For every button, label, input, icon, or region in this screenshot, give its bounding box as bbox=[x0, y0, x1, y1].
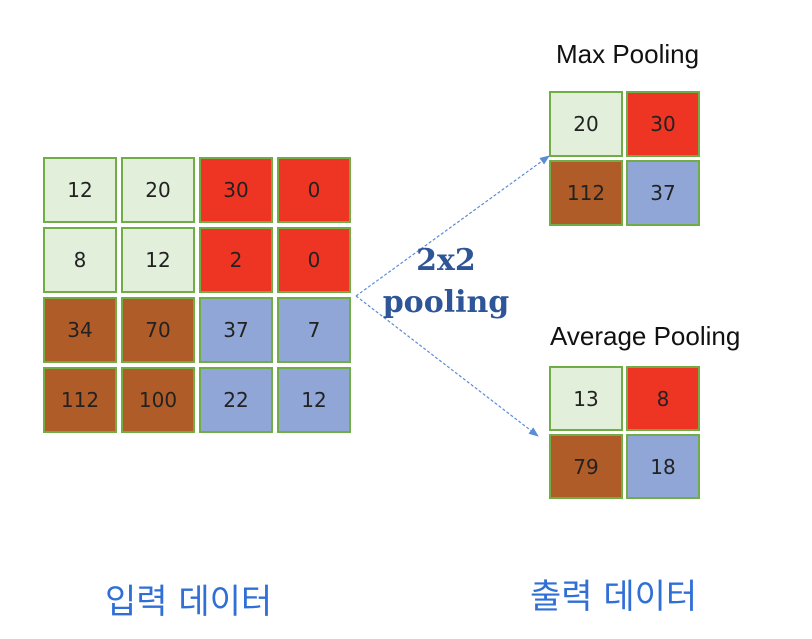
average-pooling-cell: 13 bbox=[549, 366, 623, 431]
input-matrix-cell: 112 bbox=[43, 367, 117, 433]
input-matrix-cell: 22 bbox=[199, 367, 273, 433]
max-pooling-cell: 20 bbox=[549, 91, 623, 157]
input-data-caption: 입력 데이터 bbox=[105, 582, 273, 622]
input-matrix-cell: 0 bbox=[277, 227, 351, 293]
max-pooling-cell: 30 bbox=[626, 91, 700, 157]
average-pooling-cell: 79 bbox=[549, 434, 623, 499]
input-matrix-cell: 7 bbox=[277, 297, 351, 363]
average-pooling-title: Average Pooling bbox=[550, 321, 741, 351]
arrow-to-average-pooling bbox=[355, 295, 539, 437]
average-pooling-cell: 18 bbox=[626, 434, 700, 499]
input-matrix-cell: 0 bbox=[277, 157, 351, 223]
input-matrix-cell: 70 bbox=[121, 297, 195, 363]
input-matrix-cell: 34 bbox=[43, 297, 117, 363]
input-grid: 12 20 30 0 8 12 2 0 34 70 37 7 112 100 22 12 bbox=[43, 157, 353, 435]
average-pooling-cell: 8 bbox=[626, 366, 700, 431]
input-matrix-cell: 20 bbox=[121, 157, 195, 223]
input-matrix-cell: 2 bbox=[199, 227, 273, 293]
operation-name: pooling bbox=[382, 285, 510, 320]
operation-label: 2x2 pooling bbox=[378, 240, 514, 324]
input-matrix-cell: 8 bbox=[43, 227, 117, 293]
input-matrix-cell: 12 bbox=[277, 367, 351, 433]
input-matrix-cell: 12 bbox=[121, 227, 195, 293]
operation-size: 2x2 bbox=[416, 243, 476, 278]
output-data-caption: 출력 데이터 bbox=[530, 577, 698, 617]
max-pooling-cell: 37 bbox=[626, 160, 700, 226]
max-pooling-title: Max Pooling bbox=[556, 39, 700, 69]
max-pooling-grid: 20 30 112 37 bbox=[549, 91, 700, 227]
input-matrix-cell: 37 bbox=[199, 297, 273, 363]
input-matrix-cell: 100 bbox=[121, 367, 195, 433]
input-matrix-cell: 30 bbox=[199, 157, 273, 223]
input-matrix-cell: 12 bbox=[43, 157, 117, 223]
max-pooling-cell: 112 bbox=[549, 160, 623, 226]
average-pooling-grid: 13 8 79 18 bbox=[549, 366, 700, 500]
